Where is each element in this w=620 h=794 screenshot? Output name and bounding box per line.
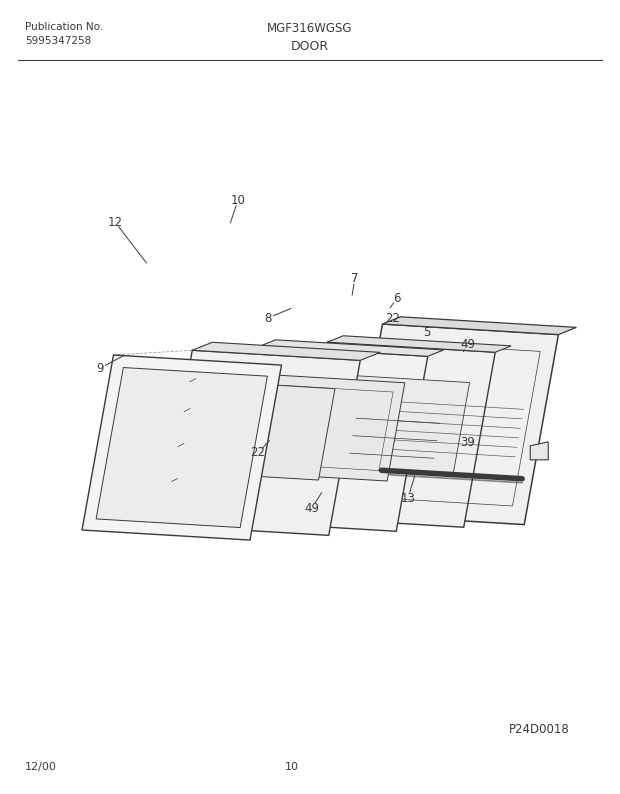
Polygon shape	[228, 346, 428, 531]
Text: MGF316WGSG: MGF316WGSG	[267, 22, 353, 35]
Polygon shape	[327, 336, 512, 353]
Text: P24D0018: P24D0018	[508, 723, 569, 736]
Polygon shape	[530, 441, 548, 460]
Polygon shape	[296, 342, 495, 527]
Text: 22: 22	[386, 311, 401, 325]
Polygon shape	[348, 324, 559, 525]
Text: 10: 10	[285, 762, 299, 772]
Polygon shape	[192, 342, 380, 360]
Text: 12/00: 12/00	[25, 762, 57, 772]
Text: 8: 8	[264, 311, 272, 325]
Text: 49: 49	[461, 338, 476, 352]
Text: 5: 5	[423, 326, 431, 338]
Polygon shape	[96, 368, 267, 527]
Text: 6: 6	[393, 291, 401, 305]
Polygon shape	[82, 355, 281, 540]
Text: 12: 12	[107, 215, 123, 229]
Text: 49: 49	[304, 502, 319, 515]
Text: 9: 9	[96, 361, 104, 375]
Polygon shape	[190, 381, 335, 480]
Polygon shape	[383, 317, 577, 334]
Polygon shape	[325, 375, 469, 475]
Text: DOOR: DOOR	[291, 40, 329, 53]
Text: 5995347258: 5995347258	[25, 36, 91, 46]
Polygon shape	[260, 340, 444, 357]
Text: 10: 10	[231, 194, 246, 206]
Polygon shape	[255, 375, 405, 481]
Text: 7: 7	[352, 272, 359, 284]
Text: Publication No.: Publication No.	[25, 22, 104, 32]
Polygon shape	[161, 350, 360, 535]
Text: 39: 39	[461, 435, 476, 449]
Text: 22: 22	[250, 446, 265, 460]
Text: 13: 13	[401, 491, 415, 504]
